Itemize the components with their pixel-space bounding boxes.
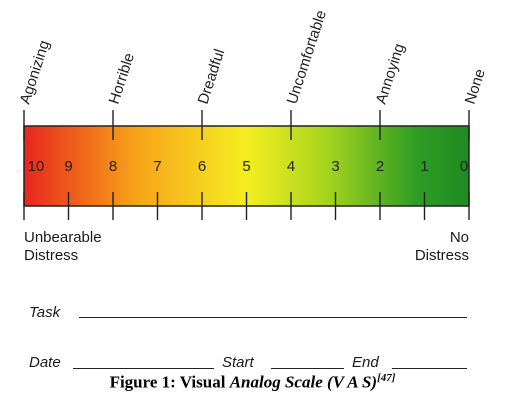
- scale-number-10: 10: [28, 158, 45, 175]
- descriptor-none: None: [462, 67, 489, 106]
- scale-number-9: 9: [64, 158, 72, 175]
- left-label-line2: Distress: [24, 247, 79, 264]
- scale-ticks: [23, 110, 470, 220]
- scale-number-0: 0: [460, 158, 468, 175]
- date-label: Date: [29, 354, 61, 371]
- caption-reference: [47]: [377, 372, 396, 384]
- date-field-line[interactable]: [73, 368, 214, 369]
- figure-caption: Figure 1: Visual Analog Scale (V A S)[47…: [0, 372, 505, 393]
- end-field-line[interactable]: [392, 368, 467, 369]
- vas-scale-graphic: 10 9 8 7 6 5 4 3 2 1 0 Agonizing Horrible Dreadful Un…: [17, 8, 489, 220]
- right-label-line2: Distress: [414, 247, 469, 264]
- left-end-label: Unbearable Distress: [24, 229, 102, 265]
- scale-number-4: 4: [287, 158, 295, 175]
- task-field-line[interactable]: [79, 317, 467, 318]
- descriptor-dreadful: Dreadful: [195, 47, 229, 106]
- descriptor-labels: Agonizing Horrible Dreadful Uncomfortable An…: [17, 8, 489, 106]
- descriptor-uncomfortable: Uncomfortable: [284, 8, 330, 106]
- start-field-line[interactable]: [271, 368, 344, 369]
- right-end-label: No Distress: [415, 229, 469, 265]
- scale-number-8: 8: [109, 158, 117, 175]
- descriptor-horrible: Horrible: [106, 51, 138, 106]
- caption-italic-text: Analog Scale (V A S): [229, 372, 378, 392]
- end-label: End: [352, 354, 379, 371]
- scale-numbers: 10 9 8 7 6 5 4 3 2 1 0: [28, 158, 469, 175]
- scale-number-5: 5: [242, 158, 250, 175]
- descriptor-annoying: Annoying: [373, 41, 409, 106]
- scale-number-6: 6: [198, 158, 206, 175]
- caption-bold-text: Figure 1: Visual: [109, 372, 230, 392]
- scale-number-3: 3: [331, 158, 339, 175]
- right-label-line1: No: [449, 229, 469, 246]
- task-label: Task: [29, 304, 61, 321]
- left-label-line1: Unbearable: [24, 229, 102, 246]
- start-label: Start: [222, 354, 254, 371]
- scale-number-1: 1: [420, 158, 428, 175]
- descriptor-agonizing: Agonizing: [17, 38, 54, 106]
- scale-number-7: 7: [153, 158, 161, 175]
- scale-number-2: 2: [376, 158, 384, 175]
